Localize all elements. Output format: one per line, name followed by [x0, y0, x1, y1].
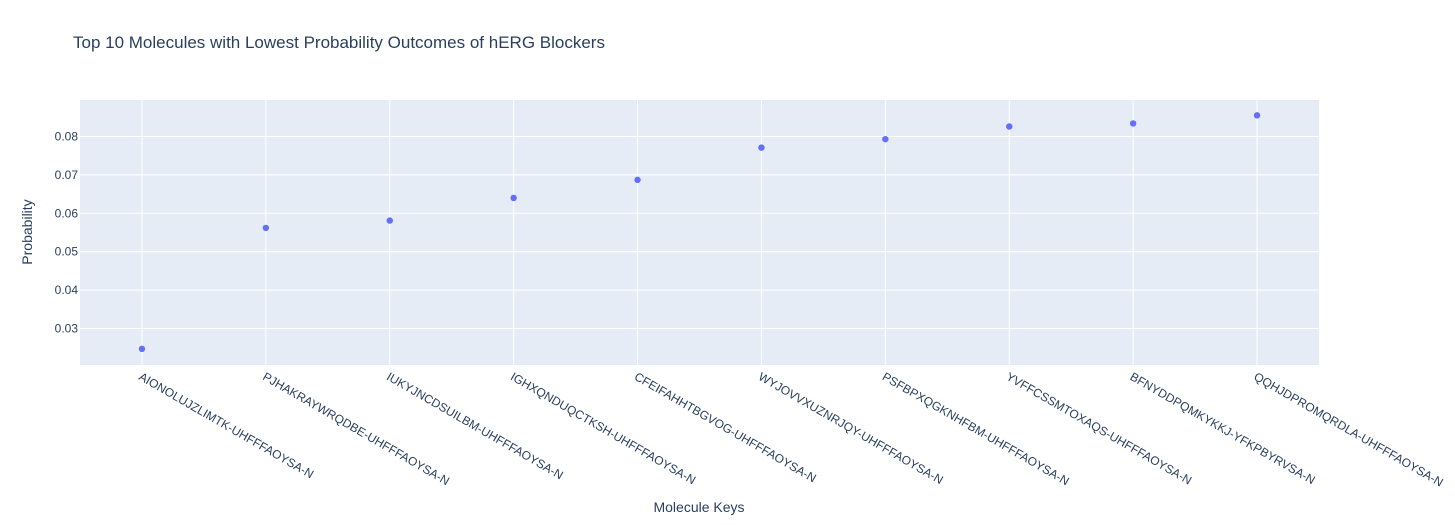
y-tick-label: 0.08	[55, 129, 79, 143]
data-point	[634, 176, 641, 184]
y-tick-label: 0.06	[55, 206, 79, 220]
data-point	[882, 135, 889, 143]
x-tick-label: QQHJDPROMQRDLA-UHFFFAOYSA-N	[1252, 369, 1446, 489]
x-axis-title: Molecule Keys	[653, 499, 744, 515]
x-tick-labels: AIONOLUJZLIMTK-UHFFFAOYSA-NPJHAKRAYWRQDB…	[136, 369, 1445, 489]
data-point	[138, 345, 146, 353]
y-tick-label: 0.04	[55, 283, 79, 297]
y-tick-label: 0.07	[55, 168, 79, 182]
data-point	[1129, 120, 1137, 127]
y-gridlines	[80, 135, 1319, 330]
y-tick-labels: 0.03 0.04 0.05 0.06 0.07 0.08	[55, 129, 79, 335]
plot-area	[80, 100, 1319, 365]
data-point	[262, 224, 270, 232]
y-tick-label: 0.05	[55, 245, 79, 259]
chart-title: Top 10 Molecules with Lowest Probability…	[73, 33, 605, 52]
y-axis-title: Probability	[19, 199, 35, 264]
data-point	[510, 194, 517, 202]
data-point	[758, 144, 765, 151]
data-point	[386, 217, 393, 224]
data-points	[138, 112, 1261, 353]
y-tick-label: 0.03	[55, 322, 79, 336]
data-point	[1253, 112, 1261, 119]
data-point	[1006, 123, 1013, 130]
x-gridlines	[141, 100, 1258, 365]
